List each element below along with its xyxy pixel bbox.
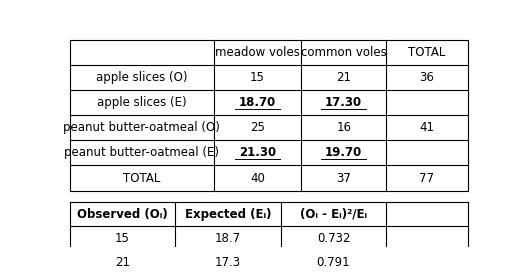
Text: 18.7: 18.7	[215, 232, 241, 245]
Text: 15: 15	[250, 71, 265, 84]
Text: 21: 21	[115, 256, 130, 269]
Text: 17.30: 17.30	[325, 96, 362, 109]
Text: 0.791: 0.791	[316, 256, 351, 269]
Text: 37: 37	[336, 171, 351, 184]
Text: 41: 41	[419, 121, 434, 134]
Text: peanut butter-oatmeal (O): peanut butter-oatmeal (O)	[63, 121, 220, 134]
Text: TOTAL: TOTAL	[408, 46, 445, 59]
Text: 15: 15	[115, 232, 130, 245]
Text: 21: 21	[336, 71, 351, 84]
Text: Expected (Eᵢ): Expected (Eᵢ)	[184, 208, 271, 221]
Text: 17.3: 17.3	[215, 256, 241, 269]
Text: 36: 36	[420, 71, 434, 84]
Text: 16: 16	[336, 121, 351, 134]
Text: 18.70: 18.70	[239, 96, 276, 109]
Text: 0.732: 0.732	[317, 232, 350, 245]
Text: 25: 25	[250, 121, 265, 134]
Text: 19.70: 19.70	[325, 147, 362, 159]
Text: 21.30: 21.30	[239, 147, 276, 159]
Text: apple slices (E): apple slices (E)	[97, 96, 187, 109]
Text: TOTAL: TOTAL	[123, 171, 160, 184]
Text: common voles: common voles	[301, 46, 387, 59]
Text: meadow voles: meadow voles	[215, 46, 300, 59]
Text: (Oᵢ - Eᵢ)²/Eᵢ: (Oᵢ - Eᵢ)²/Eᵢ	[300, 208, 367, 221]
Text: peanut butter-oatmeal (E): peanut butter-oatmeal (E)	[64, 147, 219, 159]
Text: 77: 77	[419, 171, 434, 184]
Text: Observed (Oᵢ): Observed (Oᵢ)	[77, 208, 168, 221]
Text: 40: 40	[250, 171, 265, 184]
Text: apple slices (O): apple slices (O)	[96, 71, 188, 84]
